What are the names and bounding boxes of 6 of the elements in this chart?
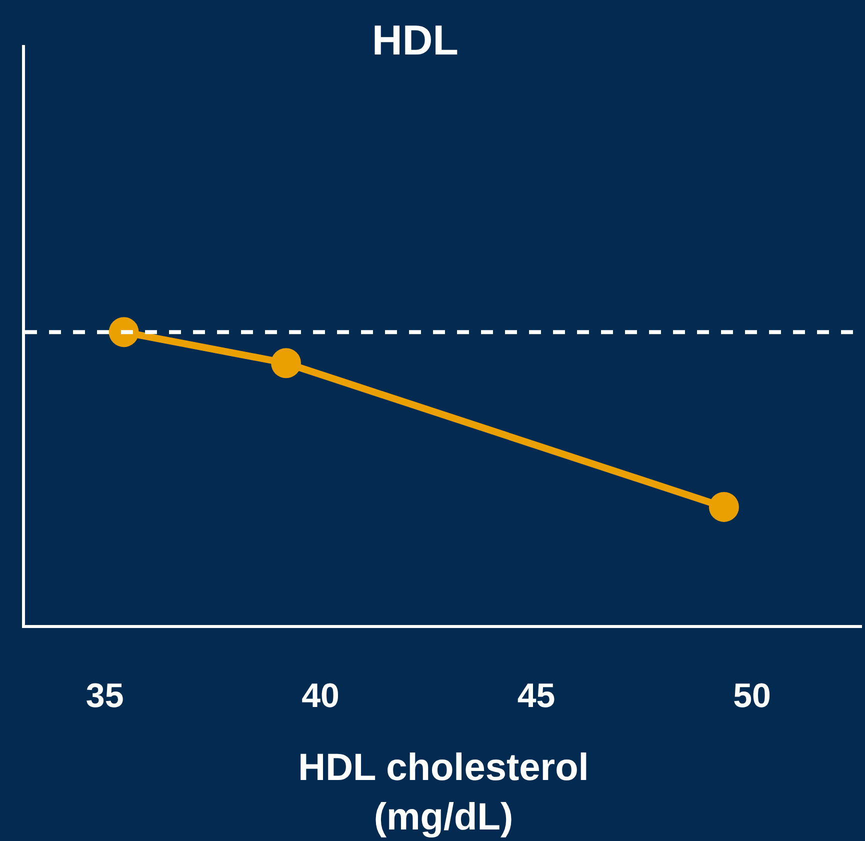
x-tick-label: 35 [86, 676, 124, 715]
x-tick-label: 45 [517, 676, 556, 715]
chart-title: HDL [372, 16, 458, 64]
x-tick-label: 40 [302, 676, 340, 715]
x-axis-title: HDL cholesterol (mg/dL) [298, 746, 589, 838]
x-tick-label: 50 [733, 676, 771, 715]
